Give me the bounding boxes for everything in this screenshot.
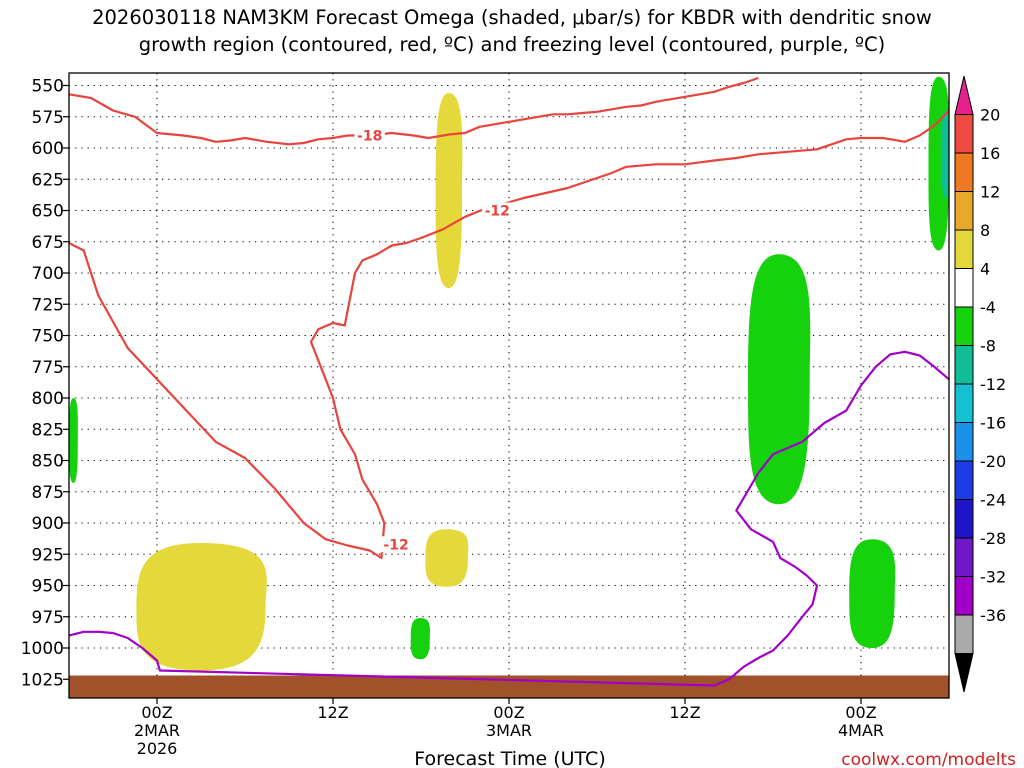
colorbar-swatch	[954, 306, 974, 346]
x-tick-year: 2026	[137, 739, 178, 758]
y-tick-label-950: 950	[32, 577, 64, 597]
y-tick-label-650: 650	[32, 202, 64, 222]
y-tick-label-600: 600	[32, 139, 64, 159]
y-tick-label-725: 725	[32, 295, 64, 315]
x-tick-label: 12Z	[669, 703, 700, 722]
x-axis-title: Forecast Time (UTC)	[414, 748, 605, 768]
x-tick-label: 00Z	[141, 703, 172, 722]
omega-region-7	[849, 539, 896, 648]
contour-line-3	[69, 350, 949, 687]
colorbar-swatch	[954, 268, 974, 308]
y-tick-label-625: 625	[32, 170, 64, 190]
omega-region-5	[69, 398, 78, 483]
colorbar-swatch	[954, 383, 974, 423]
colorbar-swatch	[954, 422, 974, 462]
x-tick-date: 2MAR	[134, 721, 180, 740]
colorbar-label: -24	[980, 491, 1006, 510]
y-tick-label-550: 550	[32, 77, 64, 97]
contour-line-2	[69, 109, 949, 560]
colorbar-label: 20	[980, 106, 1000, 125]
omega-region-1	[136, 543, 267, 671]
colorbar-swatch	[954, 614, 974, 654]
colorbar: 20 16 12 8 4 -4 -8 -12 -16 -20 -24 -28 -32 -36	[954, 75, 1006, 693]
x-tick-label: 00Z	[493, 703, 524, 722]
x-tick-label: 12Z	[317, 703, 348, 722]
colorbar-bottom-arrow	[954, 653, 974, 693]
chart-title-line-1: 2026030118 NAM3KM Forecast Omega (shaded…	[92, 6, 932, 29]
x-tick-label: 00Z	[845, 703, 876, 722]
y-tick-label-900: 900	[32, 514, 64, 534]
y-tick-label-825: 825	[32, 420, 64, 440]
colorbar-swatch	[954, 537, 974, 577]
colorbar-label: 12	[980, 183, 1000, 202]
y-tick-label-775: 775	[32, 358, 64, 378]
colorbar-label: -4	[980, 298, 996, 317]
omega-region-4	[410, 618, 430, 660]
y-axis-ticks: 550 575 600 625 650 675 700 725 750 775 800 825 850 8…	[21, 77, 69, 690]
colorbar-label: 4	[980, 260, 990, 279]
colorbar-swatch	[954, 499, 974, 539]
credit-link[interactable]: coolwx.com/modelts	[841, 750, 1016, 768]
y-tick-label-1025: 1025	[21, 670, 64, 690]
x-tick-date: 3MAR	[486, 721, 532, 740]
y-tick-label-575: 575	[32, 108, 64, 128]
colorbar-label: -16	[980, 414, 1006, 433]
colorbar-swatch	[954, 345, 974, 385]
omega-region-9	[941, 110, 949, 198]
terrain-layer	[69, 675, 949, 698]
colorbar-label: -28	[980, 529, 1006, 548]
colorbar-label: -20	[980, 452, 1006, 471]
contour-label-3: -12	[383, 537, 408, 553]
contour-label-bg-3	[380, 536, 412, 553]
colorbar-label: -32	[980, 568, 1006, 587]
contour-labels: -18 -12 -12	[354, 127, 513, 553]
contour-label-bg-1	[354, 127, 385, 144]
y-tick-label-1000: 1000	[21, 639, 64, 659]
colorbar-swatch	[954, 191, 974, 231]
omega-region-2	[435, 93, 463, 288]
colorbar-label: -36	[980, 606, 1006, 625]
colorbar-top-arrow	[954, 75, 974, 115]
omega-region-6	[748, 254, 811, 505]
colorbar-label: -12	[980, 375, 1006, 394]
y-tick-label-675: 675	[32, 233, 64, 253]
colorbar-swatch	[954, 460, 974, 500]
omega-shading	[69, 76, 949, 671]
omega-region-3	[425, 529, 469, 587]
y-tick-label-850: 850	[32, 452, 64, 472]
y-tick-label-875: 875	[32, 483, 64, 503]
x-tick-date: 4MAR	[838, 721, 884, 740]
colorbar-swatch	[954, 152, 974, 192]
y-tick-label-975: 975	[32, 608, 64, 628]
y-tick-label-800: 800	[32, 389, 64, 409]
contour-label-1: -18	[357, 129, 382, 145]
y-tick-label-750: 750	[32, 327, 64, 347]
colorbar-label: -8	[980, 337, 996, 356]
contour-label-2: -12	[485, 204, 510, 220]
y-tick-label-925: 925	[32, 545, 64, 565]
contour-label-bg-2	[482, 202, 513, 219]
colorbar-label: 8	[980, 221, 990, 240]
contour-line-1	[69, 76, 759, 146]
terrain-surface	[69, 675, 949, 698]
colorbar-swatch	[954, 576, 974, 616]
colorbar-label: 16	[980, 144, 1000, 163]
contour-lines	[69, 76, 949, 687]
chart-title-line-2: growth region (contoured, red, ºC) and f…	[139, 33, 886, 56]
colorbar-swatch	[954, 114, 974, 154]
y-tick-label-700: 700	[32, 264, 64, 284]
colorbar-swatch	[954, 229, 974, 269]
